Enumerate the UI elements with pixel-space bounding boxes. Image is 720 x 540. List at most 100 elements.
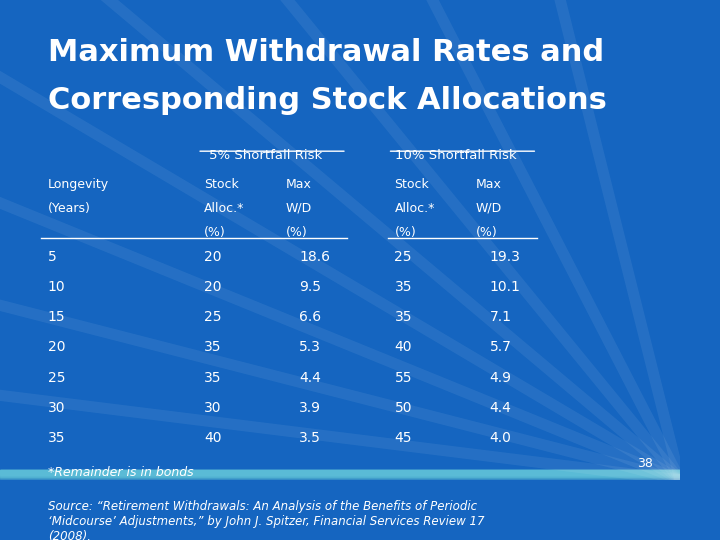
Bar: [0, 475, 680, 480]
Text: Corresponding Stock Allocations: Corresponding Stock Allocations: [48, 86, 606, 116]
Bar: [0, 474, 680, 479]
Bar: [0, 471, 680, 476]
Text: (%): (%): [395, 226, 416, 239]
Bar: [0, 475, 680, 480]
Bar: [0, 474, 680, 478]
Bar: [0, 470, 680, 475]
Bar: [0, 475, 680, 480]
Bar: [0, 474, 680, 479]
Bar: [0, 472, 680, 476]
Bar: [0, 471, 680, 476]
Bar: [0, 474, 680, 478]
Bar: [0, 472, 680, 477]
Bar: [0, 472, 680, 477]
Text: 10: 10: [48, 280, 66, 294]
Bar: [0, 474, 680, 479]
Bar: [0, 472, 680, 477]
Bar: [0, 471, 680, 476]
Text: 7.1: 7.1: [490, 310, 512, 324]
Bar: [0, 474, 680, 479]
Text: Alloc.*: Alloc.*: [395, 201, 435, 214]
Bar: [0, 472, 680, 477]
Text: Source: “Retirement Withdrawals: An Analysis of the Benefits of Periodic
‘Midcou: Source: “Retirement Withdrawals: An Anal…: [48, 500, 484, 540]
Bar: [0, 472, 680, 477]
Text: 35: 35: [48, 431, 65, 445]
Text: 25: 25: [48, 370, 65, 384]
Text: 35: 35: [204, 370, 222, 384]
Bar: [0, 473, 680, 478]
Text: 4.4: 4.4: [300, 370, 321, 384]
Bar: [0, 475, 680, 480]
Text: 4.4: 4.4: [490, 401, 511, 415]
Text: 6.6: 6.6: [300, 310, 321, 324]
Bar: [0, 474, 680, 478]
Text: 38: 38: [637, 457, 653, 470]
Text: 35: 35: [204, 340, 222, 354]
Bar: [0, 473, 680, 477]
Text: 3.9: 3.9: [300, 401, 321, 415]
Bar: [0, 475, 680, 479]
Bar: [0, 472, 680, 477]
Bar: [0, 472, 680, 477]
Bar: [0, 471, 680, 475]
Bar: [0, 474, 680, 478]
Bar: [0, 471, 680, 476]
Bar: [0, 474, 680, 478]
Text: (%): (%): [204, 226, 226, 239]
Text: 5% Shortfall Risk: 5% Shortfall Risk: [209, 149, 322, 162]
Text: 35: 35: [395, 280, 412, 294]
Text: 50: 50: [395, 401, 412, 415]
Bar: [0, 473, 680, 478]
Bar: [0, 471, 680, 476]
Text: 45: 45: [395, 431, 412, 445]
Text: Stock: Stock: [395, 178, 429, 191]
Bar: [0, 474, 680, 478]
Bar: [0, 471, 680, 476]
Bar: [0, 474, 680, 478]
Bar: [0, 472, 680, 477]
Bar: [0, 475, 680, 480]
Text: W/D: W/D: [286, 201, 312, 214]
Bar: [0, 474, 680, 478]
Bar: [0, 471, 680, 476]
Bar: [0, 471, 680, 476]
Bar: [0, 475, 680, 480]
Bar: [0, 475, 680, 480]
Bar: [0, 473, 680, 478]
Bar: [0, 472, 680, 477]
Bar: [0, 470, 680, 475]
Bar: [0, 475, 680, 480]
Bar: [0, 474, 680, 479]
Bar: [0, 471, 680, 476]
Bar: [0, 473, 680, 478]
Bar: [0, 471, 680, 476]
Bar: [0, 474, 680, 479]
Bar: [0, 471, 680, 476]
Text: 20: 20: [48, 340, 65, 354]
Text: 25: 25: [395, 249, 412, 264]
Text: 5: 5: [48, 249, 56, 264]
Bar: [0, 475, 680, 480]
Bar: [0, 475, 680, 480]
Text: 4.9: 4.9: [490, 370, 512, 384]
Bar: [0, 471, 680, 476]
Bar: [0, 472, 680, 477]
Bar: [0, 474, 680, 479]
Bar: [0, 474, 680, 479]
Text: Longevity: Longevity: [48, 178, 109, 191]
Bar: [0, 471, 680, 476]
Text: 9.5: 9.5: [300, 280, 321, 294]
Bar: [0, 472, 680, 477]
Bar: [0, 473, 680, 478]
Bar: [0, 471, 680, 476]
Bar: [0, 475, 680, 480]
Text: W/D: W/D: [476, 201, 503, 214]
Bar: [0, 471, 680, 476]
Bar: [0, 470, 680, 475]
Bar: [0, 472, 680, 477]
Text: Alloc.*: Alloc.*: [204, 201, 244, 214]
Text: 5.7: 5.7: [490, 340, 511, 354]
Text: 20: 20: [204, 280, 222, 294]
Bar: [0, 472, 680, 476]
Bar: [0, 472, 680, 477]
